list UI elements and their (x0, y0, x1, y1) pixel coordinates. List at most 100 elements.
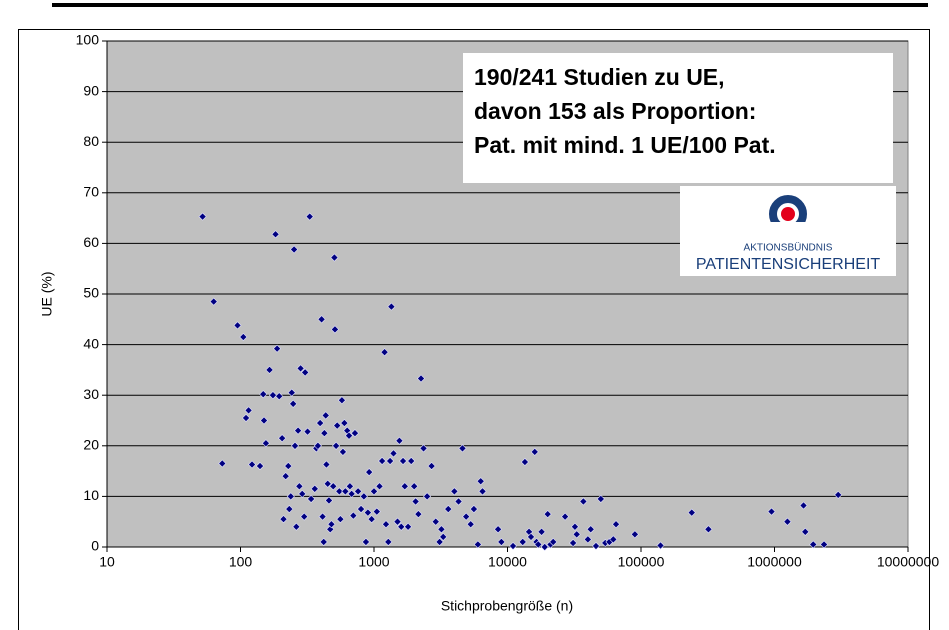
point (278, 434, 287, 443)
point (367, 515, 376, 524)
point (255, 462, 265, 471)
point (427, 462, 436, 471)
annotation: Pat. mit mind. 1 UE/100 Pat. (474, 132, 776, 158)
point (543, 510, 552, 519)
point (537, 527, 546, 536)
point (281, 472, 290, 481)
x-tick-label: 10000000 (877, 554, 940, 570)
point (330, 325, 339, 334)
point (458, 444, 467, 453)
point (357, 505, 366, 514)
point (218, 459, 227, 468)
point (591, 541, 601, 551)
point (656, 541, 665, 550)
point (298, 489, 307, 498)
x-axis-label: Stichprobengröße (n) (441, 598, 573, 614)
y-tick-label: 40 (83, 335, 99, 351)
point (462, 512, 471, 521)
point (423, 492, 432, 501)
x-tick-label: 100000 (618, 554, 665, 570)
x-tick-label: 10 (99, 554, 115, 570)
point (292, 522, 301, 531)
point (410, 482, 419, 491)
point (414, 510, 423, 519)
point (335, 487, 344, 496)
point (372, 507, 381, 516)
point (369, 487, 379, 496)
point (338, 447, 347, 456)
point (526, 532, 536, 541)
point (244, 406, 253, 415)
point (530, 447, 539, 456)
point (275, 392, 284, 401)
point (340, 419, 349, 428)
point (326, 525, 335, 534)
point (820, 540, 829, 549)
point (834, 490, 843, 499)
point (310, 484, 319, 493)
logo-text: AKTIONSBÜNDNIS (744, 242, 833, 254)
y-tick-label: 100 (76, 32, 100, 48)
point (330, 253, 339, 262)
point (549, 537, 558, 546)
annotation: davon 153 als Proportion: (474, 98, 756, 124)
point (395, 436, 404, 445)
x-tick-label: 10000 (488, 554, 527, 570)
point (431, 517, 440, 526)
x-tick-label: 1000 (358, 554, 389, 570)
point (809, 540, 818, 549)
point (399, 456, 408, 466)
point (349, 511, 358, 520)
point (570, 522, 579, 531)
annotation: 190/241 Studien zu UE, (474, 64, 725, 90)
point (435, 537, 444, 546)
point (341, 487, 350, 496)
point (359, 492, 368, 501)
point (295, 482, 304, 491)
point (387, 302, 396, 311)
point (337, 396, 346, 405)
point (248, 460, 257, 469)
point (520, 457, 529, 467)
point (271, 230, 280, 239)
point (300, 512, 309, 521)
point (389, 449, 398, 458)
y-tick-label: 0 (91, 538, 99, 554)
point (407, 456, 416, 466)
point (534, 540, 543, 549)
point (704, 525, 713, 534)
point (350, 429, 359, 438)
point (419, 444, 428, 453)
point (318, 512, 327, 521)
point (242, 413, 251, 422)
point (289, 399, 298, 408)
point (296, 364, 305, 373)
point (596, 494, 605, 503)
point (233, 321, 242, 330)
point (286, 492, 295, 501)
point (416, 374, 426, 383)
point (583, 535, 592, 544)
annotation-box (463, 53, 893, 183)
point (329, 482, 338, 491)
point (540, 542, 549, 552)
point (569, 538, 578, 547)
point (497, 537, 506, 546)
point (285, 505, 294, 514)
point (466, 520, 475, 529)
point (397, 522, 406, 531)
point (687, 508, 696, 517)
point (259, 390, 268, 399)
point (384, 537, 393, 546)
point (332, 441, 341, 450)
point (404, 522, 413, 531)
point (378, 456, 387, 466)
x-tick-label: 100 (229, 554, 253, 570)
header-underline (52, 3, 928, 7)
point (609, 535, 618, 544)
point (579, 497, 588, 506)
point (313, 441, 322, 450)
point (375, 482, 384, 491)
point (767, 507, 776, 516)
